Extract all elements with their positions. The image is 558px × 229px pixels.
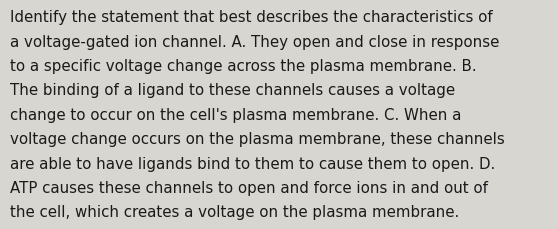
Text: The binding of a ligand to these channels causes a voltage: The binding of a ligand to these channel… (10, 83, 455, 98)
Text: the cell, which creates a voltage on the plasma membrane.: the cell, which creates a voltage on the… (10, 204, 459, 219)
Text: voltage change occurs on the plasma membrane, these channels: voltage change occurs on the plasma memb… (10, 132, 505, 147)
Text: change to occur on the cell's plasma membrane. C. When a: change to occur on the cell's plasma mem… (10, 107, 461, 122)
Text: Identify the statement that best describes the characteristics of: Identify the statement that best describ… (10, 10, 493, 25)
Text: a voltage-gated ion channel. A. They open and close in response: a voltage-gated ion channel. A. They ope… (10, 35, 499, 49)
Text: are able to have ligands bind to them to cause them to open. D.: are able to have ligands bind to them to… (10, 156, 496, 171)
Text: ATP causes these channels to open and force ions in and out of: ATP causes these channels to open and fo… (10, 180, 488, 195)
Text: to a specific voltage change across the plasma membrane. B.: to a specific voltage change across the … (10, 59, 477, 74)
